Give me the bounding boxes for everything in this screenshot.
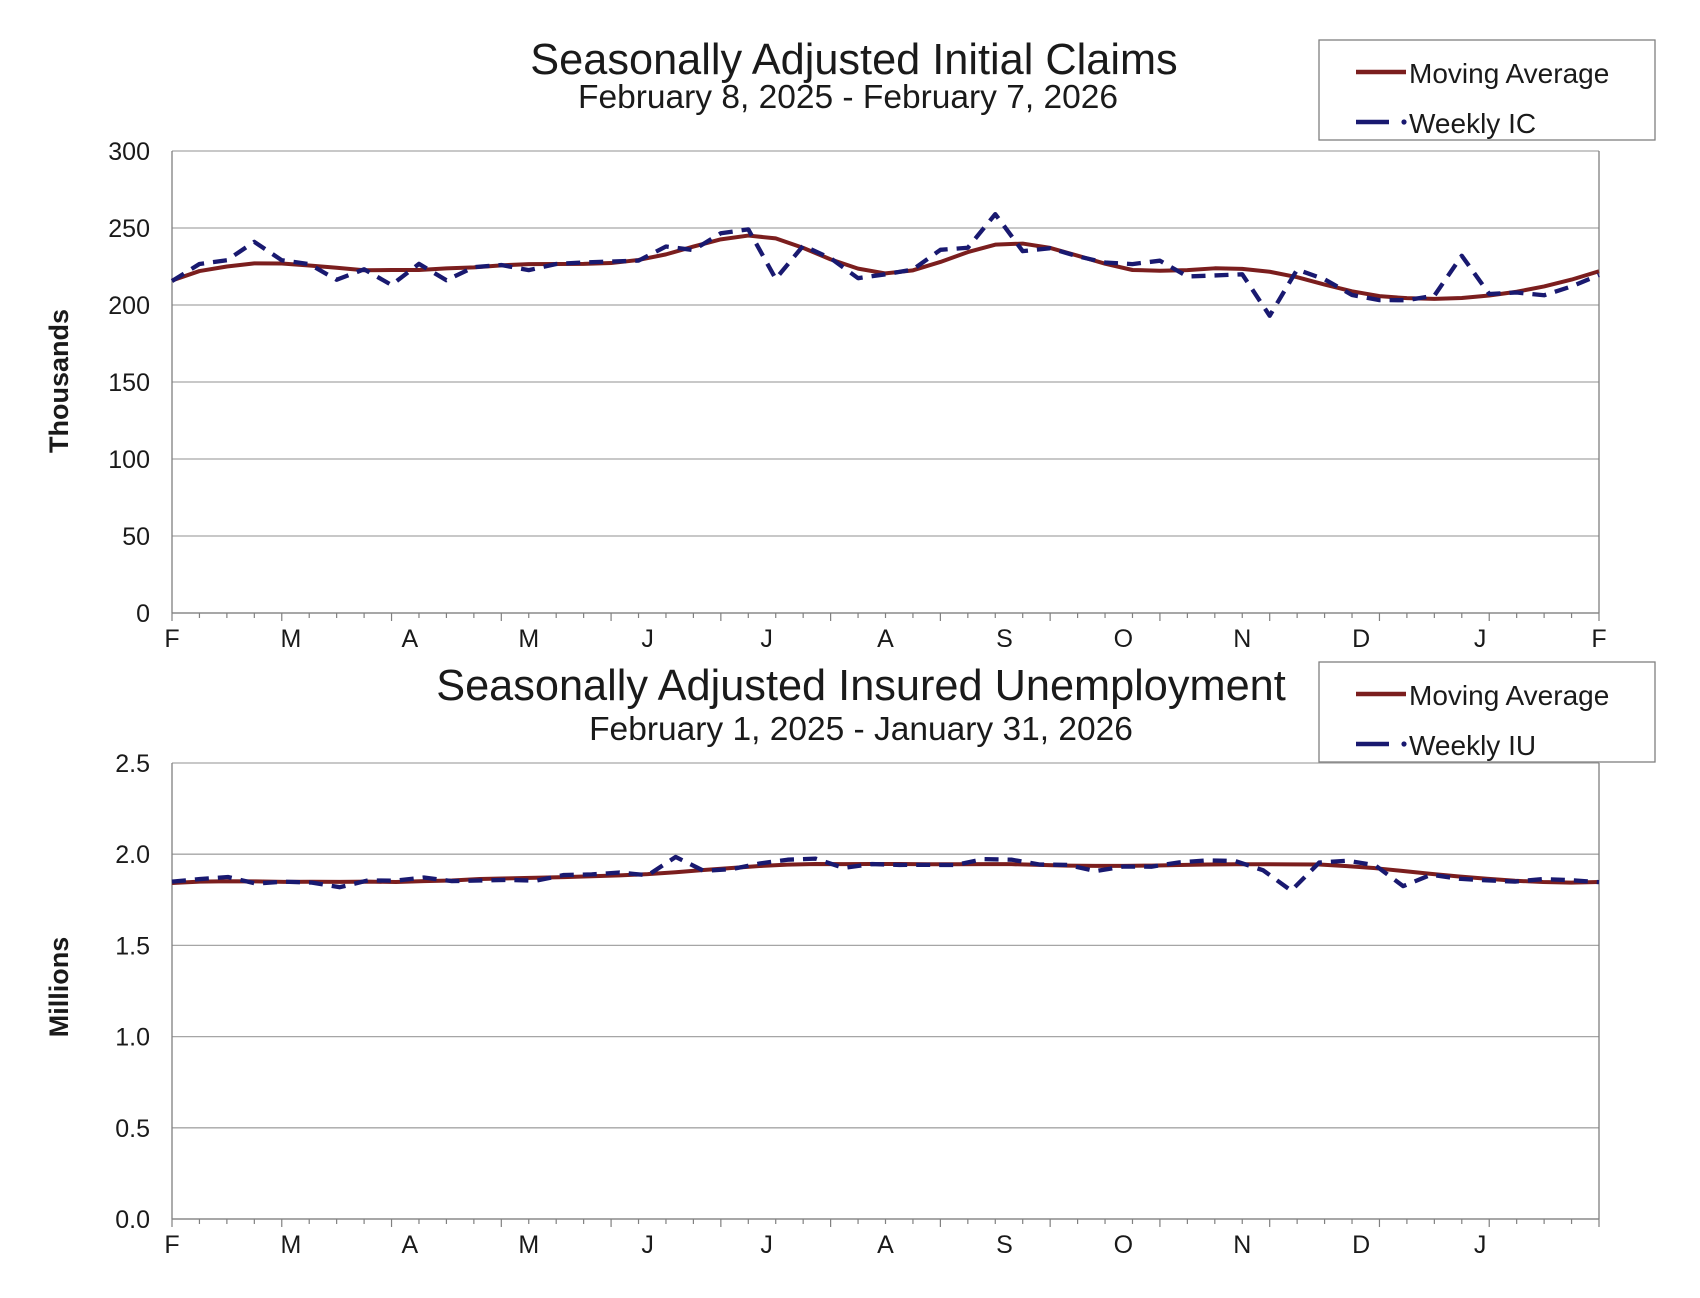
svg-text:J: J <box>641 625 654 653</box>
svg-text:150: 150 <box>108 369 150 397</box>
svg-text:2.5: 2.5 <box>115 750 150 778</box>
svg-text:300: 300 <box>108 138 150 166</box>
svg-text:February 1, 2025 - January 31,: February 1, 2025 - January 31, 2026 <box>589 711 1133 748</box>
svg-text:A: A <box>401 625 418 653</box>
svg-text:J: J <box>760 625 773 653</box>
svg-text:F: F <box>164 625 179 653</box>
svg-text:Moving Average: Moving Average <box>1409 58 1609 89</box>
svg-text:D: D <box>1352 625 1370 653</box>
svg-text:A: A <box>401 1231 418 1259</box>
svg-text:M: M <box>281 1231 302 1259</box>
svg-text:F: F <box>1591 625 1606 653</box>
svg-text:1.5: 1.5 <box>115 932 150 960</box>
svg-text:O: O <box>1114 1231 1133 1259</box>
svg-text:M: M <box>281 625 302 653</box>
svg-text:0.0: 0.0 <box>115 1206 150 1234</box>
svg-text:S: S <box>996 625 1013 653</box>
svg-text:N: N <box>1233 1231 1251 1259</box>
svg-text:J: J <box>1474 625 1487 653</box>
svg-text:Seasonally Adjusted Initial Cl: Seasonally Adjusted Initial Claims <box>530 36 1177 84</box>
svg-text:A: A <box>877 625 894 653</box>
svg-text:Weekly IC: Weekly IC <box>1409 108 1536 139</box>
svg-text:Weekly IU: Weekly IU <box>1409 730 1536 761</box>
svg-text:1.0: 1.0 <box>115 1024 150 1052</box>
svg-text:O: O <box>1114 625 1133 653</box>
svg-text:250: 250 <box>108 215 150 243</box>
svg-text:S: S <box>996 1231 1013 1259</box>
svg-text:Seasonally Adjusted Insured Un: Seasonally Adjusted Insured Unemployment <box>436 662 1286 710</box>
svg-text:D: D <box>1352 1231 1370 1259</box>
svg-text:A: A <box>877 1231 894 1259</box>
svg-text:February 8, 2025 - February 7,: February 8, 2025 - February 7, 2026 <box>578 79 1118 116</box>
svg-text:J: J <box>641 1231 654 1259</box>
svg-text:Thousands: Thousands <box>44 309 74 453</box>
svg-text:M: M <box>518 1231 539 1259</box>
svg-text:50: 50 <box>122 523 150 551</box>
svg-text:J: J <box>1474 1231 1487 1259</box>
svg-text:100: 100 <box>108 446 150 474</box>
svg-text:Millions: Millions <box>44 937 74 1038</box>
svg-text:0: 0 <box>136 600 150 628</box>
svg-text:200: 200 <box>108 292 150 320</box>
svg-text:J: J <box>760 1231 773 1259</box>
svg-text:F: F <box>164 1231 179 1259</box>
svg-text:2.0: 2.0 <box>115 841 150 869</box>
svg-text:N: N <box>1233 625 1251 653</box>
svg-text:M: M <box>518 625 539 653</box>
svg-text:Moving Average: Moving Average <box>1409 680 1609 711</box>
svg-text:0.5: 0.5 <box>115 1115 150 1143</box>
